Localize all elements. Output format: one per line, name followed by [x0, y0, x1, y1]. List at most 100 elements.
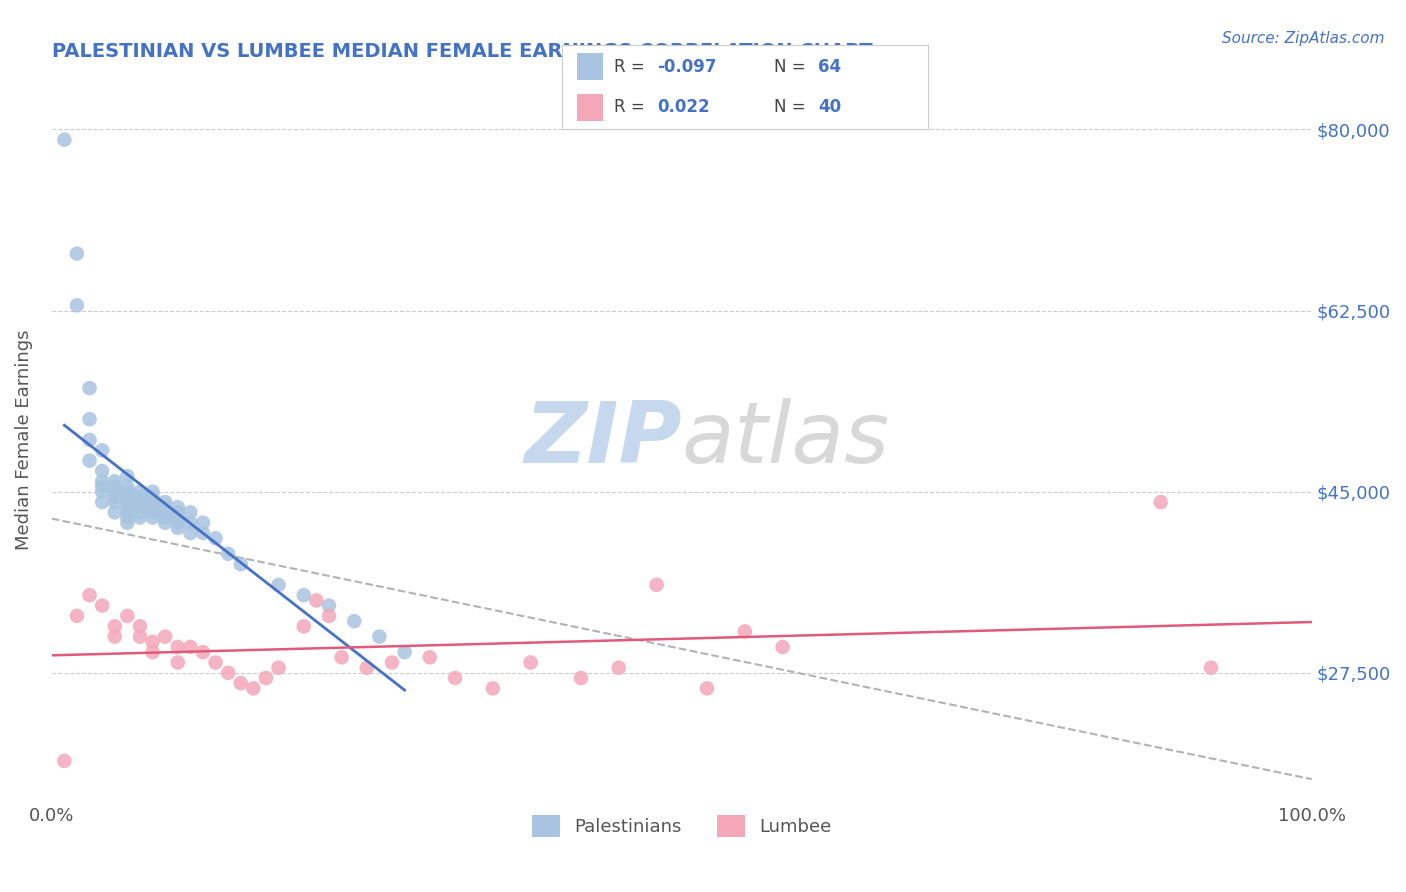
Point [153, 495, 176, 509]
Point [117, 516, 139, 530]
Point [79, 433, 101, 447]
Text: atlas: atlas [682, 399, 890, 482]
Point [66, 246, 89, 260]
Point [117, 495, 139, 509]
Point [153, 505, 176, 519]
Point [179, 516, 201, 530]
Point [229, 557, 252, 571]
Point [117, 490, 139, 504]
Point [166, 640, 188, 654]
Point [104, 475, 127, 489]
Point [142, 505, 165, 519]
Point [104, 484, 127, 499]
Point [734, 624, 756, 639]
Point [419, 650, 441, 665]
Point [104, 490, 127, 504]
Point [519, 656, 541, 670]
Point [142, 500, 165, 515]
Point [166, 656, 188, 670]
Point [142, 635, 165, 649]
Point [191, 645, 214, 659]
Text: R =: R = [613, 58, 644, 76]
Point [191, 526, 214, 541]
Point [117, 510, 139, 524]
Text: ZIP: ZIP [524, 399, 682, 482]
FancyBboxPatch shape [576, 54, 603, 80]
Point [129, 490, 152, 504]
Point [79, 381, 101, 395]
Point [179, 526, 201, 541]
Point [142, 495, 165, 509]
Point [129, 619, 152, 633]
Point [117, 608, 139, 623]
Point [142, 490, 165, 504]
Point [53, 133, 76, 147]
Point [1199, 661, 1222, 675]
Point [129, 505, 152, 519]
Point [142, 510, 165, 524]
Text: 40: 40 [818, 98, 841, 116]
Point [142, 484, 165, 499]
Point [91, 479, 114, 493]
Point [204, 531, 226, 545]
Point [79, 412, 101, 426]
Point [129, 630, 152, 644]
Point [772, 640, 794, 654]
Point [318, 608, 340, 623]
Legend: Palestinians, Lumbee: Palestinians, Lumbee [526, 807, 838, 844]
Point [104, 619, 127, 633]
Point [91, 484, 114, 499]
Point [381, 656, 404, 670]
Point [166, 500, 188, 515]
Point [645, 578, 668, 592]
Point [153, 510, 176, 524]
Point [292, 588, 315, 602]
Point [129, 495, 152, 509]
Point [79, 453, 101, 467]
Point [53, 754, 76, 768]
Point [104, 495, 127, 509]
Point [153, 516, 176, 530]
Point [305, 593, 328, 607]
Text: 64: 64 [818, 58, 841, 76]
Text: R =: R = [613, 98, 644, 116]
Point [569, 671, 592, 685]
Point [104, 630, 127, 644]
Point [129, 484, 152, 499]
Point [117, 469, 139, 483]
Point [153, 630, 176, 644]
Point [104, 479, 127, 493]
Point [267, 661, 290, 675]
Point [330, 650, 353, 665]
Point [142, 645, 165, 659]
Point [66, 298, 89, 312]
Point [104, 505, 127, 519]
Point [129, 510, 152, 524]
Point [1150, 495, 1173, 509]
Y-axis label: Median Female Earnings: Median Female Earnings [15, 330, 32, 550]
Point [153, 500, 176, 515]
Point [481, 681, 503, 696]
Point [117, 505, 139, 519]
Point [267, 578, 290, 592]
Point [394, 645, 416, 659]
Point [368, 630, 391, 644]
Text: N =: N = [775, 98, 806, 116]
Point [166, 516, 188, 530]
Point [242, 681, 264, 696]
Point [179, 640, 201, 654]
Point [343, 614, 366, 628]
Point [444, 671, 467, 685]
Point [166, 521, 188, 535]
Point [117, 484, 139, 499]
Point [91, 495, 114, 509]
Point [179, 505, 201, 519]
Point [204, 656, 226, 670]
Point [66, 608, 89, 623]
Point [91, 475, 114, 489]
Point [696, 681, 718, 696]
Text: -0.097: -0.097 [658, 58, 717, 76]
Point [217, 665, 239, 680]
FancyBboxPatch shape [576, 94, 603, 120]
Point [292, 619, 315, 633]
